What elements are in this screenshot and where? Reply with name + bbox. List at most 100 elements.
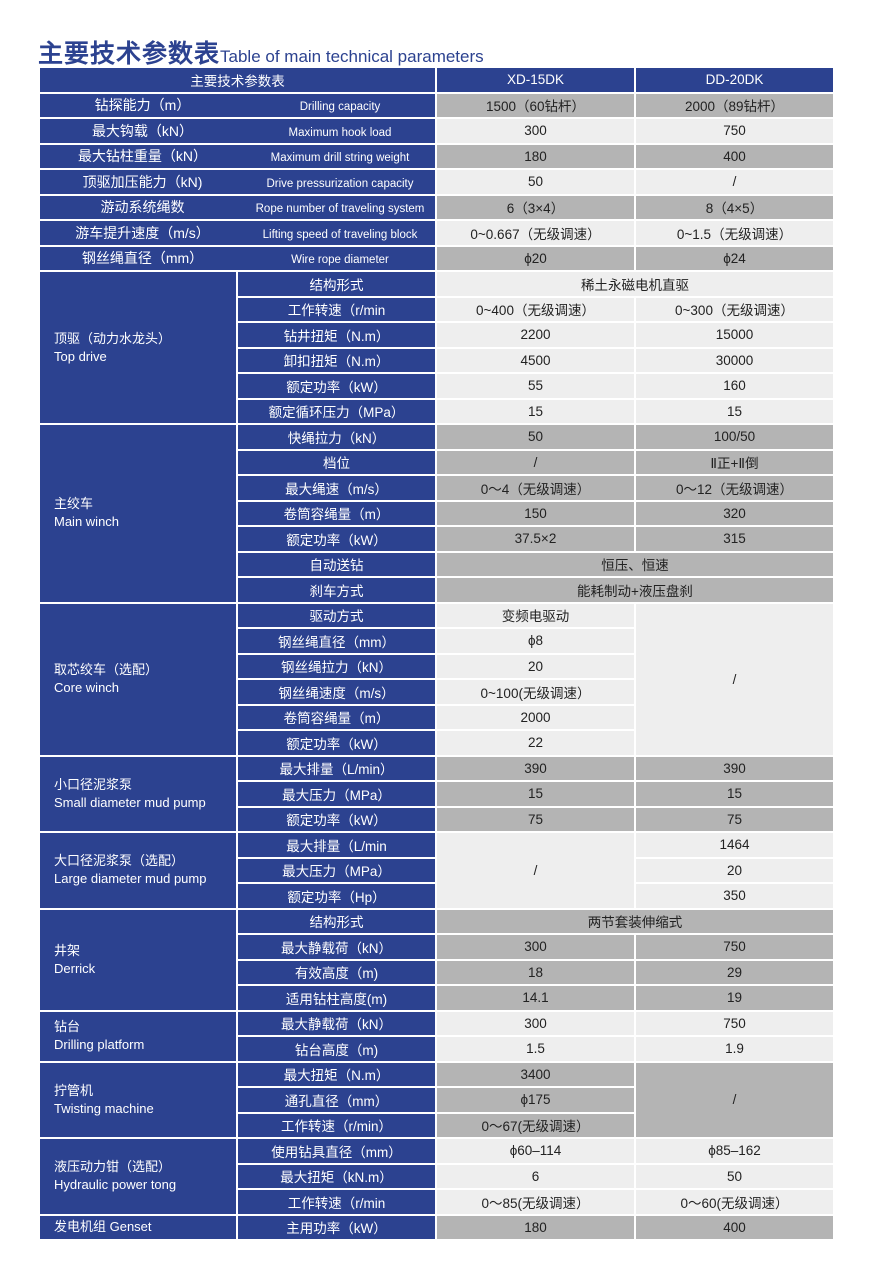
table-row: 液压动力钳（选配） Hydraulic power tong 使用钻具直径（mm） ϕ… bbox=[40, 1139, 833, 1214]
table-row: 井架 Derrick 结构形式 两节套装伸缩式 bbox=[40, 909, 833, 1010]
value-cell-merged: 恒压、恒速 bbox=[437, 552, 833, 576]
page-title: 主要技术参数表Table of main technical parameter… bbox=[38, 34, 484, 70]
value-cell: 1.9 bbox=[636, 1037, 833, 1061]
group-label-cell: 液压动力钳（选配） Hydraulic power tong bbox=[40, 1139, 236, 1214]
sub-parameter-label: 额定功率（kW） bbox=[238, 731, 435, 755]
group-label-cn: 液压动力钳（选配） bbox=[54, 1159, 172, 1175]
table-row: 额定功率（kW） 75 75 bbox=[40, 807, 833, 831]
value-cell: 1500（60钻杆） bbox=[437, 93, 634, 117]
table-row: 游车提升速度（m/s） Lifting speed of traveling bl… bbox=[40, 221, 833, 245]
table-row: 卸扣扭矩（N.m） 4500 30000 bbox=[40, 348, 833, 372]
parameter-label-cn: 顶驱加压能力（kN) bbox=[82, 173, 203, 190]
parameter-label-cell: 最大钻柱重量（kN） Maximum drill string weight bbox=[40, 144, 435, 168]
value-cell: 315 bbox=[636, 527, 833, 551]
sub-parameter-label: 最大扭矩（N.m） bbox=[238, 1062, 435, 1086]
table-row: 最大钩载（kN） Maximum hook load 300 750 bbox=[40, 119, 833, 143]
value-cell: 150 bbox=[437, 501, 634, 525]
table-row: 工作转速（r/min 0～85(无级调速） 0～60(无级调速） bbox=[40, 1190, 833, 1214]
value-cell: 0~1.5（无级调速） bbox=[636, 221, 833, 245]
parameter-label-en: Rope number of traveling system bbox=[255, 203, 425, 216]
value-cell: 1464 bbox=[636, 833, 833, 857]
group-label-en: Small diameter mud pump bbox=[54, 794, 206, 810]
sub-parameter-label: 最大排量（L/min） bbox=[238, 756, 435, 780]
value-cell-merged: / bbox=[636, 1062, 833, 1137]
table-row: 额定功率（kW） 22 bbox=[40, 731, 833, 755]
sub-parameter-label: 额定功率（kW） bbox=[238, 527, 435, 551]
value-cell: 22 bbox=[437, 731, 634, 755]
table-row: 卷筒容绳量（m） 150 320 bbox=[40, 501, 833, 525]
value-cell: 180 bbox=[437, 144, 634, 168]
group-label-en: Twisting machine bbox=[54, 1100, 154, 1116]
group-label-en: Derrick bbox=[54, 960, 96, 976]
value-cell: ϕ8 bbox=[437, 629, 634, 653]
table-row: 额定循环压力（MPa） 15 15 bbox=[40, 399, 833, 423]
value-cell: 2000（89钻杆） bbox=[636, 93, 833, 117]
sub-parameter-label: 钢丝绳直径（mm） bbox=[238, 629, 435, 653]
parameter-label-cn: 钢丝绳直径（mm） bbox=[81, 250, 204, 267]
value-cell: 350 bbox=[636, 884, 833, 908]
value-cell: 400 bbox=[636, 1215, 833, 1239]
table-row: 取芯绞车（选配） Core winch 驱动方式 变频电驱动 / bbox=[40, 603, 833, 755]
sub-parameter-label: 卸扣扭矩（N.m） bbox=[238, 348, 435, 372]
sub-parameter-label: 最大扭矩（kN.m） bbox=[238, 1164, 435, 1188]
parameter-label-cell: 游车提升速度（m/s） Lifting speed of traveling bl… bbox=[40, 221, 435, 245]
group-label-cell: 主绞车 Main winch bbox=[40, 425, 236, 602]
value-cell: 75 bbox=[437, 807, 634, 831]
sub-parameter-label: 额定循环压力（MPa） bbox=[238, 399, 435, 423]
value-cell: 8（4×5） bbox=[636, 195, 833, 219]
value-cell-merged: 稀土永磁电机直驱 bbox=[437, 272, 833, 296]
value-cell: 20 bbox=[636, 858, 833, 882]
header-model-2: DD-20DK bbox=[636, 68, 833, 92]
value-cell: 4500 bbox=[437, 348, 634, 372]
group-label-en: Main winch bbox=[54, 514, 120, 530]
value-cell: 0~400（无级调速） bbox=[437, 297, 634, 321]
sub-parameter-label: 钢丝绳拉力（kN） bbox=[238, 654, 435, 678]
table-row: 额定功率（kW） 37.5×2 315 bbox=[40, 527, 833, 551]
value-cell: 2000 bbox=[437, 705, 634, 729]
value-cell: 320 bbox=[636, 501, 833, 525]
value-cell: 37.5×2 bbox=[437, 527, 634, 551]
value-cell: 50 bbox=[636, 1164, 833, 1188]
parameter-label-en: Maximum drill string weight bbox=[270, 152, 410, 165]
value-cell: / bbox=[437, 450, 634, 474]
table-row: 刹车方式 能耗制动+液压盘刹 bbox=[40, 578, 833, 602]
table-row: 工作转速（r/min 0~400（无级调速） 0~300（无级调速） bbox=[40, 297, 833, 321]
technical-parameters-table: 主要技术参数表 XD-15DK DD-20DK 钻探能力（m） Drilling … bbox=[38, 66, 835, 1241]
table-row: 卷筒容绳量（m） 2000 bbox=[40, 705, 833, 729]
value-cell: 18 bbox=[437, 960, 634, 984]
group-label-cn: 钻台 bbox=[54, 1019, 81, 1034]
table-row: 钢丝绳直径（mm） ϕ8 bbox=[40, 629, 833, 653]
sub-parameter-label: 最大压力（MPa） bbox=[238, 858, 435, 882]
group-label-cell: 井架 Derrick bbox=[40, 909, 236, 1010]
value-cell: 300 bbox=[437, 119, 634, 143]
value-cell: 50 bbox=[437, 170, 634, 194]
sub-parameter-label: 钢丝绳速度（m/s） bbox=[238, 680, 435, 704]
parameter-label-en: Wire rope diameter bbox=[291, 254, 389, 267]
group-label-en: Core winch bbox=[54, 680, 120, 695]
value-cell: ϕ60–114 bbox=[437, 1139, 634, 1163]
parameter-label-cn: 游动系统绳数 bbox=[100, 199, 185, 216]
table-row: 钢丝绳拉力（kN） 20 bbox=[40, 654, 833, 678]
parameter-label-en: Maximum hook load bbox=[288, 126, 392, 139]
sub-parameter-label: 额定功率（kW） bbox=[238, 374, 435, 398]
group-label-cn: 取芯绞车（选配） bbox=[54, 662, 159, 677]
table-row: 最大静载荷（kN） 300 750 bbox=[40, 935, 833, 959]
sub-parameter-label: 快绳拉力（kN） bbox=[238, 425, 435, 449]
parameter-label-cn: 游车提升速度（m/s） bbox=[75, 224, 210, 241]
sub-parameter-label: 卷筒容绳量（m） bbox=[238, 705, 435, 729]
value-cell: 75 bbox=[636, 807, 833, 831]
value-cell-merged: 两节套装伸缩式 bbox=[437, 909, 833, 933]
parameter-label-cell: 游动系统绳数 Rope number of traveling system bbox=[40, 195, 435, 219]
table-row: 档位 / Ⅱ正+Ⅱ倒 bbox=[40, 450, 833, 474]
value-cell: 50 bbox=[437, 425, 634, 449]
parameter-label-cell: 最大钩载（kN） Maximum hook load bbox=[40, 119, 435, 143]
value-cell-merged: 能耗制动+液压盘刹 bbox=[437, 578, 833, 602]
sub-parameter-label: 额定功率（Hp） bbox=[238, 884, 435, 908]
value-cell: 160 bbox=[636, 374, 833, 398]
table-row: 额定功率（Hp） 350 bbox=[40, 884, 833, 908]
value-cell: ϕ20 bbox=[437, 246, 634, 270]
sub-parameter-label: 钻井扭矩（N.m） bbox=[238, 323, 435, 347]
value-cell: 14.1 bbox=[437, 986, 634, 1010]
value-cell: 1.5 bbox=[437, 1037, 634, 1061]
value-cell-merged: / bbox=[636, 603, 833, 755]
